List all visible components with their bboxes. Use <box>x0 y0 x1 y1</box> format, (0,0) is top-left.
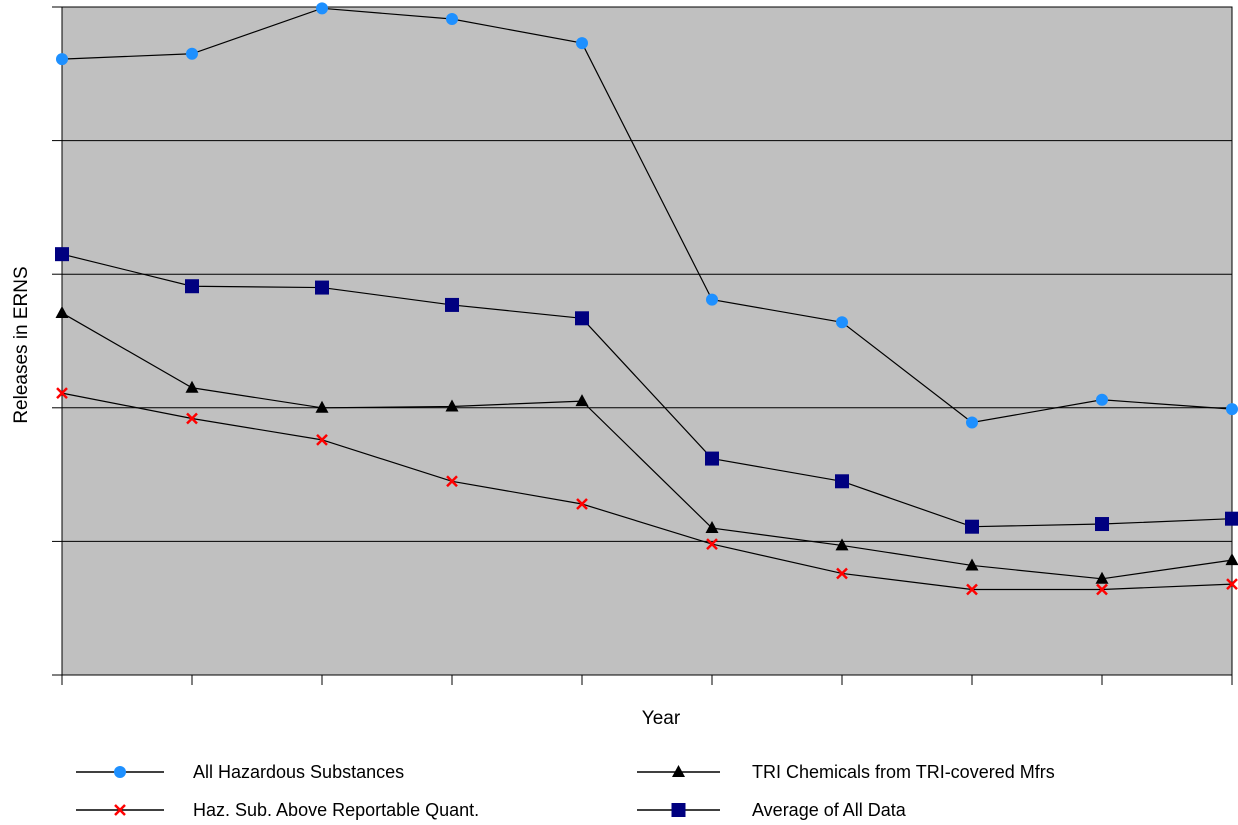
data-point <box>705 521 719 534</box>
data-point <box>56 387 68 399</box>
y-axis-title: Releases in ERNS <box>11 266 32 423</box>
data-point <box>56 53 68 66</box>
legend-label: Haz. Sub. Above Reportable Quant. <box>193 800 479 820</box>
gridlines <box>62 140 1232 542</box>
x-axis-title: Year <box>642 708 681 729</box>
data-point <box>1095 571 1109 584</box>
series-3 <box>56 387 1238 596</box>
series-1 <box>56 2 1238 429</box>
data-point <box>576 498 588 510</box>
legend-marker <box>114 804 126 816</box>
data-point <box>1226 403 1238 416</box>
legend-marker <box>114 766 126 778</box>
data-point <box>1225 511 1238 526</box>
data-point <box>966 583 978 596</box>
data-point <box>836 567 848 580</box>
data-point <box>315 400 329 413</box>
data-point <box>315 280 329 295</box>
data-point <box>186 47 198 60</box>
data-point <box>835 538 849 551</box>
data-point <box>186 412 198 425</box>
data-point <box>1095 517 1109 532</box>
legend-entry: Average of All Data <box>637 800 907 820</box>
legend-label: Average of All Data <box>752 800 907 820</box>
data-point <box>185 380 199 393</box>
data-point <box>706 293 718 306</box>
series-line <box>61 392 1233 591</box>
data-point <box>445 399 459 412</box>
legend-label: All Hazardous Substances <box>193 762 404 782</box>
data-point <box>316 433 328 446</box>
data-point <box>575 394 589 407</box>
plot-area <box>61 6 1233 676</box>
data-point <box>55 247 69 262</box>
series-layer <box>55 2 1238 596</box>
legend-label: TRI Chemicals from TRI-covered Mfrs <box>752 762 1055 782</box>
data-point <box>966 416 978 429</box>
data-point <box>185 279 199 294</box>
series-line <box>61 253 1233 528</box>
series-line <box>61 7 1233 424</box>
axes <box>52 6 1233 685</box>
data-point <box>705 451 719 466</box>
data-point <box>835 474 849 489</box>
data-point <box>965 558 979 571</box>
data-point <box>55 305 69 318</box>
data-point <box>446 475 458 488</box>
series-line <box>61 312 1233 580</box>
data-point <box>836 316 848 329</box>
legend: All Hazardous Substances TRI Chemicals fr… <box>76 762 1055 820</box>
data-point <box>1096 393 1108 406</box>
legend-marker <box>671 803 686 817</box>
data-point <box>575 311 589 326</box>
data-point <box>1226 578 1238 591</box>
series-4 <box>55 247 1238 534</box>
data-point <box>446 13 458 26</box>
data-point <box>576 37 588 50</box>
legend-marker <box>672 765 685 777</box>
data-point <box>706 538 718 550</box>
legend-entry: TRI Chemicals from TRI-covered Mfrs <box>637 762 1055 782</box>
legend-entry: Haz. Sub. Above Reportable Quant. <box>76 800 479 820</box>
data-point <box>1225 553 1238 566</box>
data-point <box>1096 583 1108 596</box>
data-point <box>445 297 459 312</box>
data-point <box>316 2 328 15</box>
series-2 <box>55 305 1238 584</box>
data-point <box>965 519 979 534</box>
legend-entry: All Hazardous Substances <box>76 762 404 782</box>
